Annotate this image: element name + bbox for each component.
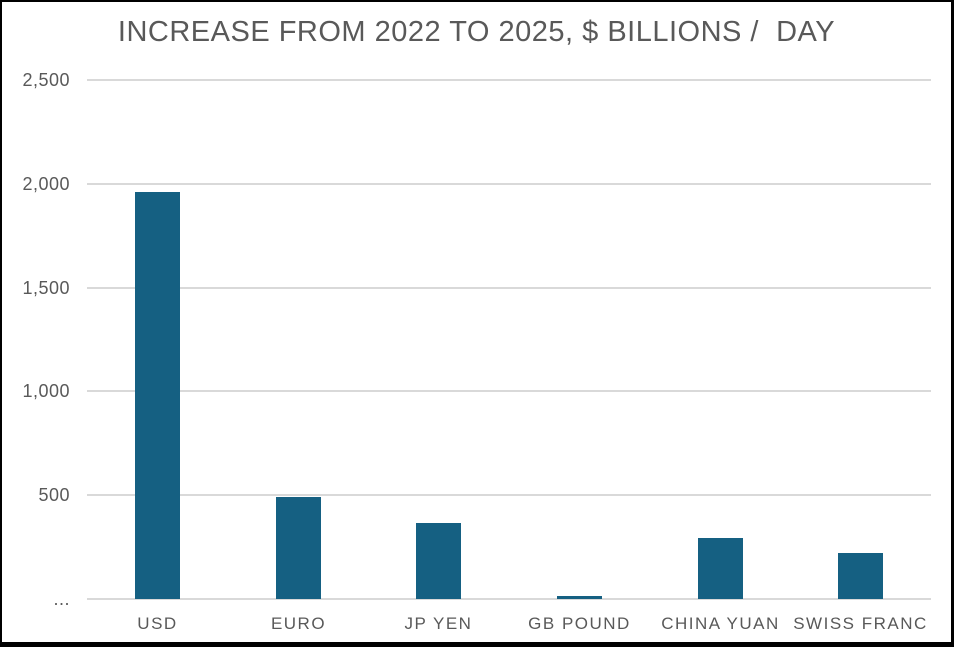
- x-axis-label-china-yuan: CHINA YUAN: [661, 614, 780, 633]
- bar-china-yuan: [698, 538, 743, 599]
- x-axis-label-euro: EURO: [270, 614, 327, 633]
- bar-swiss-franc: [838, 553, 883, 599]
- x-axis-label-usd: USD: [137, 614, 178, 633]
- bar-euro: [276, 497, 321, 599]
- chart-title: INCREASE FROM 2022 TO 2025, $ BILLIONS /…: [117, 16, 836, 48]
- x-axis-label-jp-yen: JP YEN: [404, 614, 473, 633]
- bar-gb-pound: [557, 596, 602, 599]
- x-axis-label-gb-pound: GB POUND: [528, 614, 631, 633]
- gridline-1000: [87, 390, 931, 392]
- gridline-0: [87, 598, 931, 600]
- gridline-2500: [87, 79, 931, 81]
- gridline-500: [87, 494, 931, 496]
- bar-usd: [135, 192, 180, 599]
- y-tick-label-0: ...: [53, 589, 70, 609]
- gridline-2000: [87, 183, 931, 185]
- bar-jp-yen: [416, 523, 461, 599]
- y-tick-label-2000: 2,000: [22, 174, 70, 194]
- y-tick-label-1000: 1,000: [22, 381, 70, 401]
- x-axis-label-swiss-franc: SWISS FRANC: [793, 614, 928, 633]
- y-tick-label-500: 500: [38, 485, 70, 505]
- y-tick-label-2500: 2,500: [22, 70, 70, 90]
- plot-area: USD EURO JP YEN GB POUND CHINA YUAN SWISS FRA…: [87, 79, 931, 633]
- gridline-1500: [87, 287, 931, 289]
- y-tick-label-1500: 1,500: [22, 278, 70, 298]
